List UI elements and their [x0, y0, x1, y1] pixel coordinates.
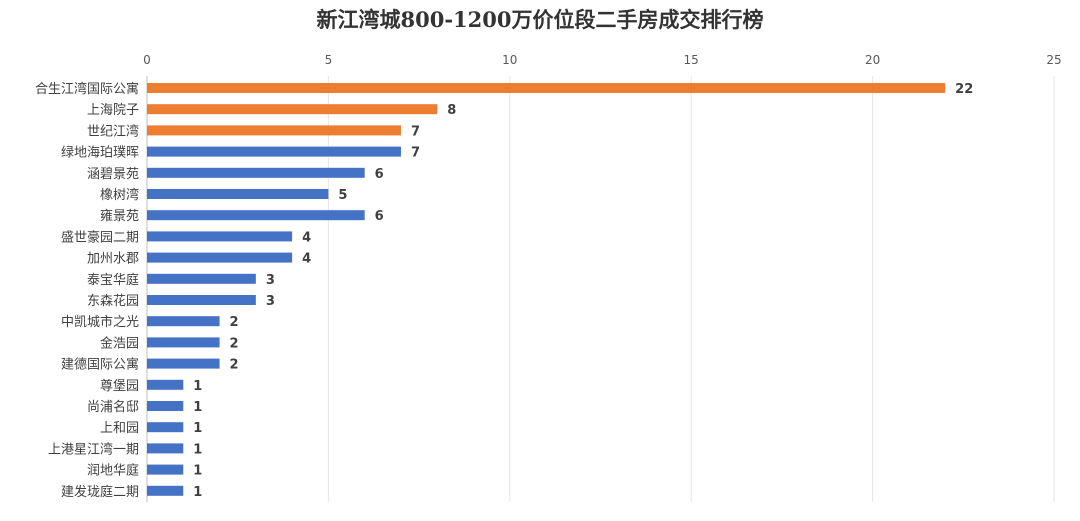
- bar-13: [147, 358, 220, 369]
- x-tick-label: 10: [502, 53, 517, 67]
- category-label: 中凯城市之光: [61, 314, 139, 330]
- data-label: 1: [193, 464, 202, 479]
- data-label: 22: [955, 82, 973, 97]
- x-axis-ticks: 0 5 10 15 20 25: [143, 53, 1061, 67]
- category-label: 盛世豪园二期: [61, 229, 139, 245]
- bar-14: [147, 379, 184, 390]
- data-label: 4: [302, 252, 311, 267]
- data-label: 2: [230, 336, 239, 351]
- chart-title: 新江湾城800-1200万价位段二手房成交排行榜: [316, 7, 764, 32]
- bar-8: [147, 252, 293, 263]
- data-label: 1: [193, 442, 202, 457]
- bar-6: [147, 210, 365, 221]
- bar-1: [147, 104, 438, 115]
- category-label: 上海院子: [87, 103, 139, 118]
- x-tick-label: 25: [1046, 53, 1061, 67]
- data-label: 7: [411, 146, 420, 161]
- category-label: 东森花园: [87, 293, 139, 309]
- data-label: 1: [193, 421, 202, 436]
- category-label: 尚浦名邸: [87, 399, 139, 415]
- data-label: 8: [447, 103, 456, 118]
- category-label: 雍景苑: [100, 208, 139, 224]
- bar-17: [147, 443, 184, 454]
- data-label: 1: [193, 379, 202, 394]
- data-label: 1: [193, 400, 202, 415]
- data-label: 7: [411, 124, 420, 139]
- category-label: 润地华庭: [87, 463, 139, 479]
- grid-layer: [146, 76, 1055, 502]
- bar-2: [147, 125, 401, 136]
- category-label: 世纪江湾: [87, 123, 139, 139]
- category-label: 泰宝华庭: [87, 272, 139, 288]
- bar-19: [147, 485, 184, 496]
- category-label: 建德国际公寓: [61, 357, 139, 373]
- category-label: 加州水郡: [87, 252, 139, 267]
- category-label: 上和园: [100, 421, 139, 436]
- x-tick-label: 15: [684, 53, 699, 67]
- bar-16: [147, 422, 184, 433]
- x-tick-label: 0: [143, 53, 151, 67]
- bar-15: [147, 401, 184, 411]
- category-labels: 合生江湾国际公寓上海院子世纪江湾绿地海珀璞晖涵碧景苑橡树湾雍景苑盛世豪园二期加州…: [35, 81, 139, 500]
- data-label: 2: [230, 358, 239, 373]
- category-label: 涵碧景苑: [87, 167, 139, 182]
- bar-12: [147, 337, 220, 348]
- data-label: 6: [375, 167, 384, 182]
- data-label: 2: [230, 315, 239, 330]
- bar-11: [147, 316, 220, 327]
- bars: [147, 83, 946, 496]
- bar-9: [147, 273, 256, 284]
- x-tick-label: 5: [325, 53, 333, 67]
- data-label: 4: [302, 230, 311, 245]
- bar-0: [147, 83, 946, 93]
- bar-5: [147, 189, 329, 199]
- bar-18: [147, 464, 184, 475]
- bar-3: [147, 146, 401, 157]
- data-label: 6: [375, 209, 384, 224]
- bar-10: [147, 295, 256, 305]
- category-label: 尊堡园: [100, 378, 139, 394]
- category-label: 绿地海珀璞晖: [61, 146, 139, 161]
- category-label: 建发珑庭二期: [61, 484, 139, 500]
- category-label: 上港星江湾一期: [48, 441, 139, 457]
- bar-4: [147, 167, 365, 178]
- category-label: 金浩园: [100, 335, 139, 351]
- category-label: 橡树湾: [100, 187, 139, 203]
- data-label: 3: [266, 294, 275, 309]
- bar-7: [147, 231, 293, 242]
- data-label: 3: [266, 273, 275, 288]
- data-label: 5: [338, 188, 347, 203]
- x-tick-label: 20: [865, 53, 880, 67]
- category-label: 合生江湾国际公寓: [35, 81, 139, 97]
- data-label: 1: [193, 485, 202, 500]
